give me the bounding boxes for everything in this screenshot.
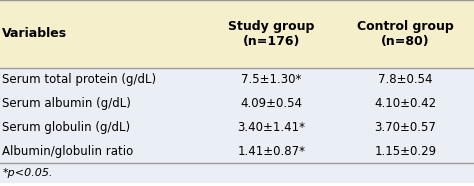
Text: 4.10±0.42: 4.10±0.42 [374, 97, 437, 110]
Text: 7.5±1.30*: 7.5±1.30* [241, 73, 301, 86]
Text: Albumin/globulin ratio: Albumin/globulin ratio [2, 145, 134, 158]
Text: Serum globulin (g/dL): Serum globulin (g/dL) [2, 121, 130, 134]
Text: 4.09±0.54: 4.09±0.54 [240, 97, 302, 110]
Text: 1.15±0.29: 1.15±0.29 [374, 145, 437, 158]
Text: Study group
(n=176): Study group (n=176) [228, 20, 315, 48]
Text: Serum albumin (g/dL): Serum albumin (g/dL) [2, 97, 131, 110]
Bar [0, 0, 474, 68]
Text: Variables: Variables [2, 28, 67, 40]
Text: Serum total protein (g/dL): Serum total protein (g/dL) [2, 73, 156, 86]
Text: *p<0.05.: *p<0.05. [2, 168, 53, 178]
Text: Control group
(n=80): Control group (n=80) [357, 20, 454, 48]
Text: 3.40±1.41*: 3.40±1.41* [237, 121, 305, 134]
Text: 3.70±0.57: 3.70±0.57 [374, 121, 436, 134]
Bar [0, 68, 474, 183]
Text: 7.8±0.54: 7.8±0.54 [378, 73, 432, 86]
Text: 1.41±0.87*: 1.41±0.87* [237, 145, 305, 158]
